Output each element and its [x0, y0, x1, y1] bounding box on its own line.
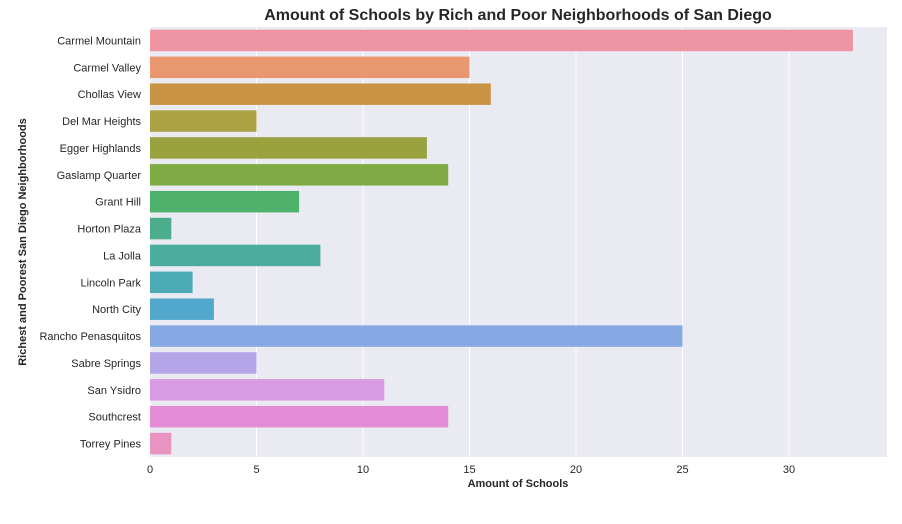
bar-carmel-valley: [150, 56, 470, 79]
chart-title: Amount of Schools by Rich and Poor Neigh…: [264, 7, 772, 24]
x-tick-label: 20: [570, 464, 582, 476]
y-tick-label: Gaslamp Quarter: [57, 170, 142, 182]
bar-horton-plaza: [150, 217, 172, 240]
x-tick-label: 10: [357, 464, 369, 476]
y-tick-label: Southcrest: [88, 412, 141, 424]
y-axis-label: Richest and Poorest San Diego Neighborho…: [17, 118, 29, 366]
bar-lincoln-park: [150, 271, 193, 294]
bar-san-ysidro: [150, 379, 385, 401]
y-tick-label: Egger Highlands: [60, 143, 142, 155]
x-tick-label: 25: [676, 464, 688, 476]
y-tick-labels: Carmel Mountain Carmel Valley Chollas View…: [39, 35, 141, 450]
y-tick-label: San Ysidro: [87, 385, 141, 397]
bar-gaslamp-quarter: [150, 164, 449, 186]
bar-torrey-pines: [150, 432, 172, 455]
bar-southcrest: [150, 405, 449, 428]
y-tick-label: Carmel Valley: [73, 62, 141, 74]
x-tick-labels: 0 5 10 15 20 25 30: [147, 464, 795, 476]
bar-carmel-mountain: [150, 29, 853, 52]
x-tick-label: 0: [147, 464, 153, 476]
y-tick-label: Rancho Penasquitos: [39, 331, 141, 343]
bar-la-jolla: [150, 244, 321, 267]
x-tick-label: 15: [463, 464, 475, 476]
x-axis-label: Amount of Schools: [468, 478, 569, 490]
y-tick-label: Torrey Pines: [80, 439, 142, 451]
x-tick-label: 30: [783, 464, 795, 476]
y-tick-label: Chollas View: [78, 89, 141, 101]
bar-rancho-penasquitos: [150, 325, 683, 347]
y-tick-label: Sabre Springs: [71, 358, 141, 370]
bars: [150, 29, 853, 455]
bar-north-city: [150, 298, 214, 320]
bar-del-mar-heights: [150, 110, 257, 132]
bar-sabre-springs: [150, 352, 257, 374]
bar-grant-hill: [150, 190, 300, 213]
y-tick-label: La Jolla: [103, 250, 142, 262]
x-tick-label: 5: [253, 464, 259, 476]
y-tick-label: Carmel Mountain: [57, 35, 141, 47]
bar-egger-highlands: [150, 137, 427, 159]
y-tick-label: Horton Plaza: [77, 224, 141, 236]
y-tick-label: Grant Hill: [95, 197, 141, 209]
y-tick-label: Lincoln Park: [80, 277, 141, 289]
y-tick-label: North City: [92, 304, 141, 316]
bar-chollas-view: [150, 83, 491, 105]
y-tick-label: Del Mar Heights: [62, 116, 141, 128]
